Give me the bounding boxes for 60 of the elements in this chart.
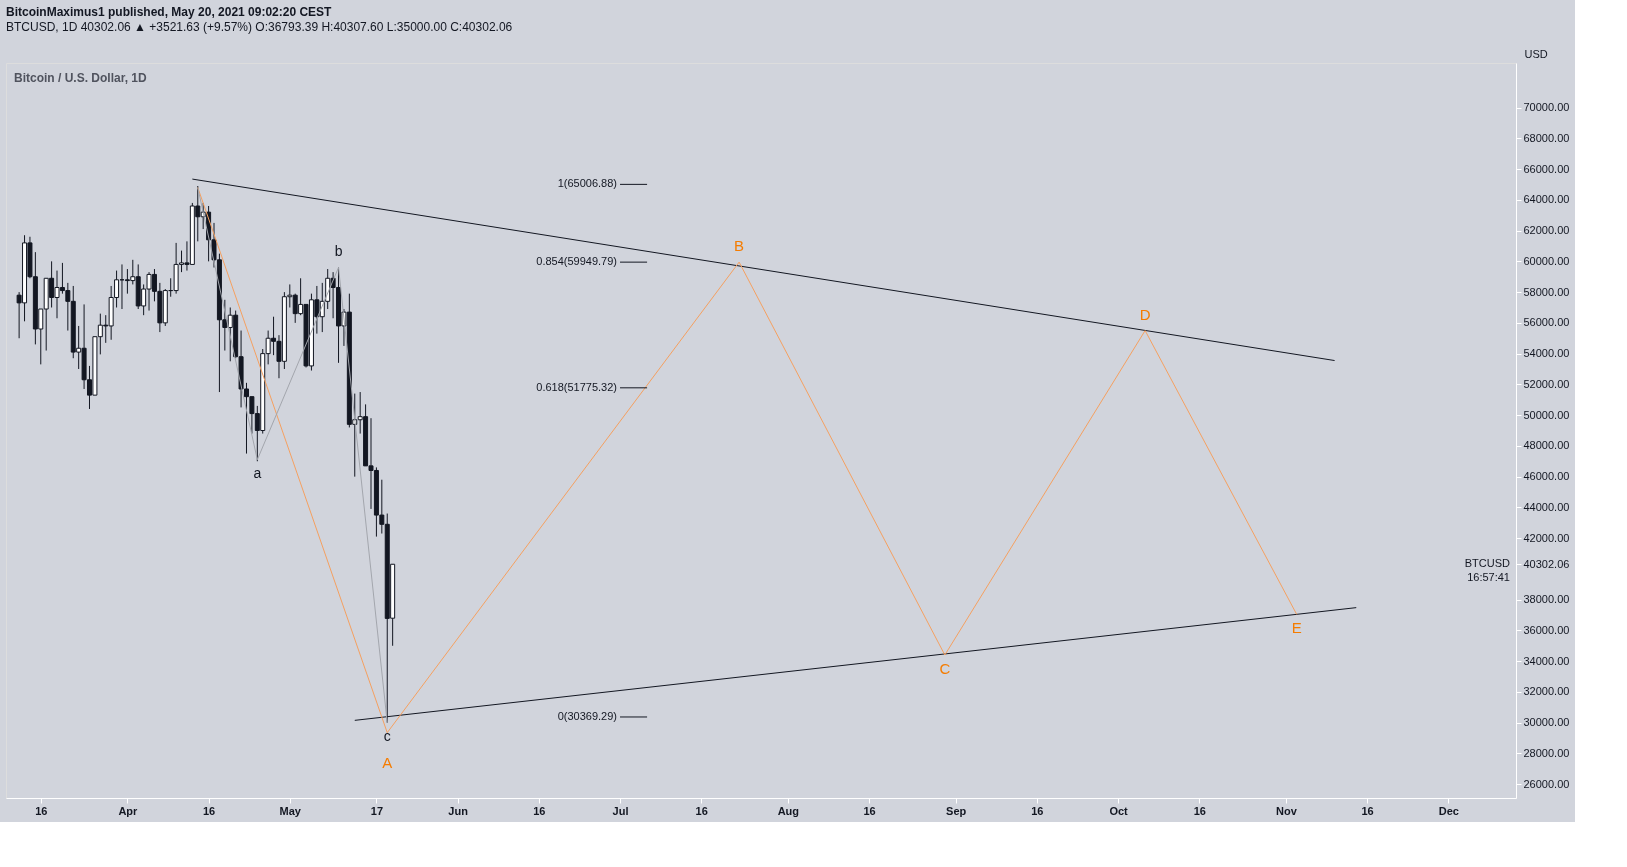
x-tick-label: 16 <box>695 804 708 817</box>
x-tick-label: Oct <box>1109 804 1129 817</box>
y-tick-label: 30000.00 <box>1523 716 1570 729</box>
y-tick-label: 60000.00 <box>1523 254 1570 267</box>
annotation: 0.854(59949.79) <box>536 255 618 268</box>
y-tick-label: 36000.00 <box>1523 623 1570 636</box>
y-tick-label: 34000.00 <box>1523 654 1570 667</box>
x-tick-label: Nov <box>1276 804 1298 817</box>
annotation: E <box>1291 619 1302 637</box>
annotation: D <box>1139 305 1151 323</box>
x-tick-label: 16 <box>533 804 546 817</box>
annotation: A <box>382 753 393 771</box>
y-tick-label: 58000.00 <box>1523 285 1570 298</box>
x-tick-label: 16 <box>202 804 216 817</box>
annotation: c <box>383 727 391 744</box>
y-tick-label: 42000.00 <box>1523 531 1570 544</box>
x-tick-label: 16 <box>1361 804 1374 817</box>
annotation: 1(65006.88) <box>557 177 618 190</box>
x-tick-label: 16 <box>1193 804 1206 817</box>
y-tick-label: 54000.00 <box>1523 347 1570 360</box>
y-tick-label: 64000.00 <box>1523 193 1570 206</box>
x-tick-label: 17 <box>370 804 384 817</box>
x-tick-label: May <box>279 804 302 817</box>
y-tick-label: 50000.00 <box>1523 408 1570 421</box>
line-series <box>197 187 388 724</box>
chart-title: BitcoinMaximus1 published, May 20, 2021 09:02:20 CEST <box>6 5 333 19</box>
y-tick-label: 28000.00 <box>1523 746 1570 759</box>
y-tick-label: 46000.00 <box>1523 470 1570 483</box>
annotation: BTCUSD <box>1464 557 1511 570</box>
y-tick-label: 48000.00 <box>1523 439 1570 452</box>
y-tick-label: 56000.00 <box>1523 316 1570 329</box>
chart-subtitle: BTCUSD, 1D 40302.06 ▲ +3521.63 (+9.57%) O:36793.39 H:40307.60 L:35000.00 C:40302.06 <box>6 20 513 34</box>
annotation: B <box>734 237 745 255</box>
y-tick-label: 40302.06 <box>1523 557 1570 570</box>
y-tick-label: 68000.00 <box>1523 131 1570 144</box>
x-tick-label: Jun <box>448 804 469 817</box>
annotation: Bitcoin / U.S. Dollar, 1D <box>14 71 148 85</box>
y-tick-label: 44000.00 <box>1523 500 1570 513</box>
y-tick-label: 66000.00 <box>1523 162 1570 175</box>
y-tick-label: 26000.00 <box>1523 777 1570 790</box>
x-tick-label: Dec <box>1438 804 1459 817</box>
annotation: 16:57:41 <box>1467 571 1510 584</box>
annotation: 0.618(51775.32) <box>536 380 618 393</box>
x-tick-label: Apr <box>118 804 139 817</box>
x-tick-label: 16 <box>863 804 876 817</box>
y-axis-title: USD <box>1524 47 1548 60</box>
annotation: a <box>253 464 262 481</box>
x-tick-label: Sep <box>946 804 967 817</box>
y-tick-label: 62000.00 <box>1523 224 1570 237</box>
y-tick-label: 32000.00 <box>1523 685 1570 698</box>
y-tick-label: 52000.00 <box>1523 377 1570 390</box>
y-tick-label: 70000.00 <box>1523 101 1570 114</box>
y-tick-label: 38000.00 <box>1523 593 1570 606</box>
x-tick-label: 16 <box>1031 804 1044 817</box>
x-tick-label: Aug <box>777 804 800 817</box>
annotation: 0(30369.29) <box>557 709 618 722</box>
x-tick-label: 16 <box>35 804 48 817</box>
x-tick-label: Jul <box>612 804 629 817</box>
annotation: C <box>939 660 951 677</box>
annotation: b <box>334 242 343 259</box>
